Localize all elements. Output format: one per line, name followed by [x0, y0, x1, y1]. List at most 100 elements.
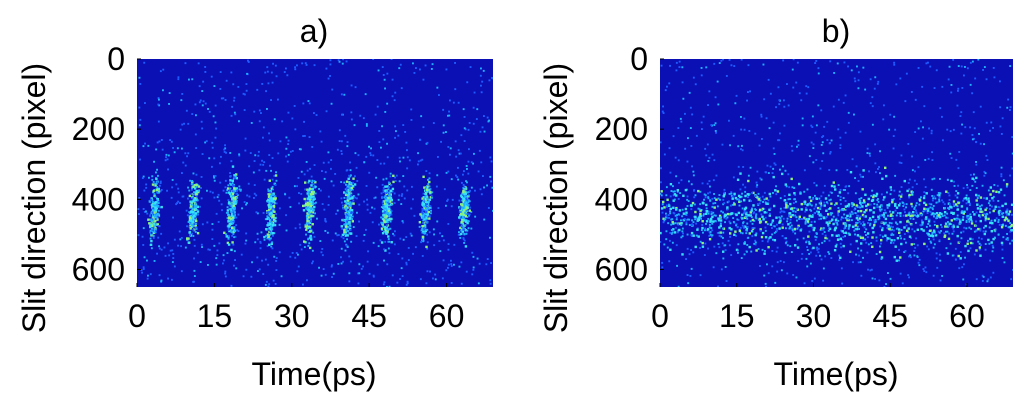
heatmap-spot — [148, 222, 151, 225]
heatmap-spot — [447, 266, 449, 269]
heatmap-spot — [147, 218, 150, 221]
heatmap-spot — [704, 212, 708, 215]
heatmap-spot — [219, 88, 222, 90]
heatmap-spot — [739, 172, 742, 175]
heatmap-spot — [852, 261, 854, 264]
heatmap-spot — [811, 280, 814, 282]
heatmap-spot — [869, 102, 872, 105]
heatmap-spot — [722, 59, 724, 61]
heatmap-spot — [211, 141, 214, 144]
heatmap-spot — [235, 224, 238, 227]
heatmap-spot — [329, 63, 332, 66]
heatmap-spot — [699, 247, 701, 249]
heatmap-spot — [391, 274, 394, 277]
heatmap-spot — [864, 88, 867, 91]
heatmap-spot — [860, 203, 862, 206]
heatmap-spot — [979, 105, 982, 108]
heatmap-spot — [933, 177, 936, 180]
heatmap-spot — [274, 220, 277, 223]
heatmap-spot — [929, 206, 932, 209]
heatmap-spot — [268, 233, 271, 237]
heatmap-spot — [699, 214, 702, 218]
heatmap-spot — [230, 207, 233, 210]
heatmap-spot — [932, 229, 936, 232]
heatmap-spot — [964, 196, 967, 200]
heatmap-spot — [1011, 213, 1013, 216]
heatmap-spot — [224, 147, 227, 150]
heatmap-spot — [774, 189, 777, 192]
heatmap-spot — [772, 147, 775, 150]
heatmap-spot — [796, 238, 799, 241]
heatmap-spot — [262, 212, 265, 214]
heatmap-spot — [773, 162, 776, 165]
heatmap-spot — [861, 205, 864, 208]
heatmap-spot — [380, 206, 383, 208]
heatmap-spot — [234, 259, 236, 261]
heatmap-spot — [232, 83, 235, 86]
heatmap-spot — [840, 216, 843, 219]
heatmap-spot — [751, 227, 754, 229]
heatmap-spot — [885, 283, 887, 285]
heatmap-spot — [310, 214, 313, 218]
heatmap-spot — [765, 211, 768, 214]
heatmap-spot — [847, 205, 850, 208]
heatmap-spot — [345, 203, 348, 205]
heatmap-spot — [305, 228, 308, 231]
heatmap-spot — [887, 224, 890, 227]
heatmap-spot — [705, 66, 708, 69]
heatmap-spot — [847, 203, 851, 206]
heatmap-spot — [463, 239, 466, 242]
heatmap-spot — [737, 145, 740, 148]
heatmap-spot — [433, 244, 436, 247]
heatmap-spot — [791, 229, 794, 231]
heatmap-spot — [898, 194, 901, 197]
heatmap-spot — [201, 90, 204, 92]
heatmap-spot — [707, 192, 709, 195]
heatmap-spot — [445, 204, 447, 207]
heatmap-spot — [862, 169, 865, 172]
heatmap-spot — [387, 196, 390, 199]
heatmap-spot — [483, 218, 486, 221]
heatmap-spot — [271, 188, 274, 191]
heatmap-spot — [952, 200, 956, 203]
heatmap-spot — [678, 209, 682, 212]
heatmap-spot — [271, 228, 274, 231]
heatmap-spot — [937, 230, 940, 233]
heatmap-spot — [230, 228, 233, 231]
heatmap-spot — [681, 66, 684, 69]
heatmap-spot — [966, 67, 969, 70]
heatmap-spot — [844, 185, 847, 188]
heatmap-spot — [423, 218, 426, 221]
heatmap-spot — [273, 200, 276, 202]
heatmap-spot — [223, 148, 226, 151]
heatmap-spot — [351, 211, 354, 214]
heatmap-spot — [678, 66, 681, 68]
heatmap-spot — [240, 253, 243, 256]
heatmap-spot — [354, 175, 356, 178]
heatmap-spot — [669, 207, 672, 211]
heatmap-spot — [274, 197, 277, 200]
heatmap-spot — [703, 254, 706, 256]
heatmap-spot — [793, 198, 796, 201]
heatmap-spot — [761, 215, 764, 218]
heatmap-spot — [952, 212, 955, 215]
heatmap-spot — [715, 174, 718, 177]
heatmap-spot — [953, 205, 956, 208]
heatmap-spot — [340, 256, 342, 259]
heatmap-spot — [302, 204, 305, 208]
heatmap-spot — [464, 224, 467, 227]
heatmap-spot — [726, 201, 729, 204]
heatmap-spot — [817, 247, 820, 250]
heatmap-spot — [331, 276, 333, 278]
heatmap-spot — [445, 269, 448, 272]
heatmap-spot — [869, 203, 872, 206]
heatmap-spot — [489, 175, 492, 178]
heatmap-spot — [874, 143, 877, 146]
heatmap-spot — [266, 108, 268, 110]
heatmap-spot — [928, 202, 931, 205]
heatmap-spot — [806, 249, 809, 251]
heatmap-spot — [189, 206, 192, 209]
heatmap-spot — [873, 223, 876, 227]
heatmap-spot — [285, 214, 287, 217]
heatmap-spot — [764, 229, 767, 232]
